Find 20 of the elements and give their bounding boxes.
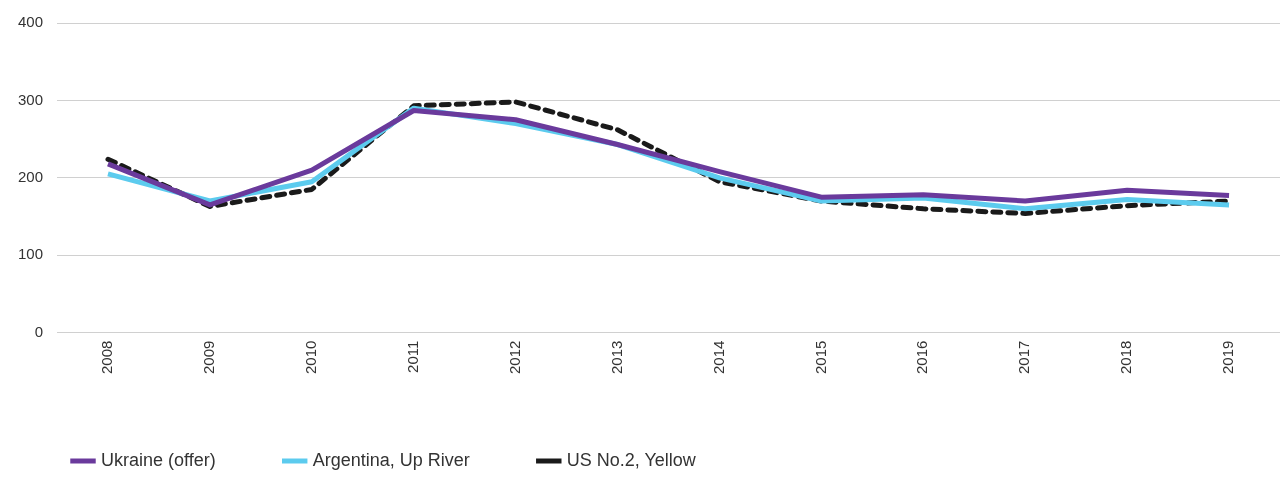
x-tick-label: 2011 (403, 340, 421, 373)
x-tick-label: 2014 (709, 340, 727, 375)
legend-label: Ukraine (offer) (101, 449, 216, 470)
legend-label: US No.2, Yellow (566, 449, 697, 470)
x-tick-label: 2009 (200, 340, 218, 375)
x-tick-label: 2017 (1015, 340, 1033, 375)
x-tick-label: 2018 (1117, 340, 1135, 375)
x-tick-label: 2015 (811, 340, 829, 375)
y-tick-label: 400 (18, 13, 44, 31)
x-tick-label: 2012 (505, 340, 523, 375)
x-tick-label: 2019 (1219, 340, 1237, 375)
x-tick-label: 2010 (301, 340, 319, 375)
y-tick-label: 300 (18, 90, 44, 108)
legend-label: Argentina, Up River (312, 449, 470, 470)
x-tick-label: 2008 (98, 340, 116, 375)
y-tick-label: 0 (34, 322, 44, 340)
x-tick-label: 2016 (913, 340, 931, 375)
x-tick-label: 2013 (607, 340, 625, 375)
y-tick-label: 100 (18, 245, 44, 263)
y-tick-label: 200 (18, 167, 44, 185)
